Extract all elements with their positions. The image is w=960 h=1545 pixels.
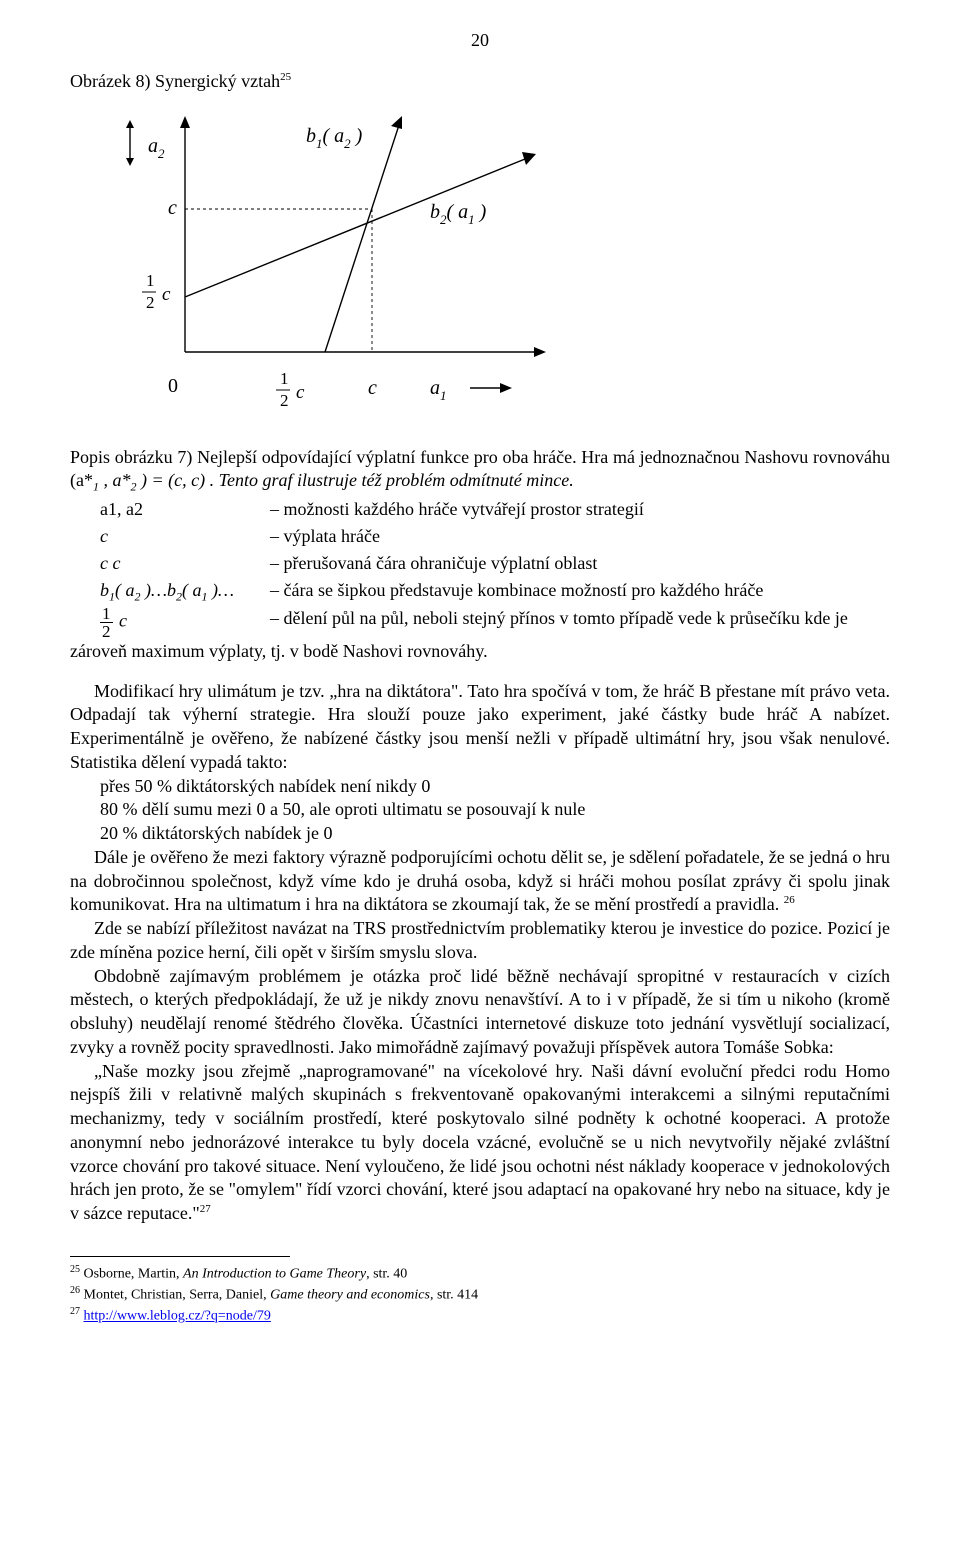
footnote-link[interactable]: http://www.leblog.cz/?q=node/79: [84, 1309, 271, 1324]
figure-caption: Popis obrázku 7) Nejlepší odpovídající v…: [70, 446, 890, 496]
footnote: 26 Montet, Christian, Serra, Daniel, Gam…: [70, 1284, 890, 1305]
legend-row: c – výplata hráče: [70, 523, 890, 550]
axis-label-a1: a1: [430, 377, 447, 403]
footnote: 25 Osborne, Martin, An Introduction to G…: [70, 1263, 890, 1284]
figure-title-sup: 25: [280, 71, 291, 83]
legend-val: – čára se šipkou představuje kombinace m…: [270, 577, 890, 606]
page-number: 20: [70, 30, 890, 51]
ytick-half-c: 1: [146, 271, 155, 290]
legend-row: a1, a2 – možnosti každého hráče vytvářej…: [70, 496, 890, 523]
figure-title: Obrázek 8) Synergický vztah25: [70, 71, 890, 92]
body-paragraph-1: Modifikací hry ulimátum je tzv. „hra na …: [70, 680, 890, 1226]
legend-key: b1( a2 )…b2( a1 )…: [70, 577, 270, 606]
axis-label-a2: a2: [148, 135, 165, 161]
body-paragraph-3: Obdobně zajímavým problémem je otázka pr…: [70, 965, 890, 1060]
figure-title-text: Obrázek 8) Synergický vztah: [70, 71, 280, 91]
legend-row: b1( a2 )…b2( a1 )… – čára se šipkou před…: [70, 577, 890, 606]
ytick-c: c: [168, 197, 177, 219]
list-item: 80 % dělí sumu mezi 0 a 50, ale oproti u…: [70, 798, 890, 822]
legend-key: 12 c: [70, 605, 270, 640]
svg-text:2: 2: [146, 293, 155, 312]
list-item: přes 50 % diktátorských nabídek není nik…: [70, 775, 890, 799]
legend: a1, a2 – možnosti každého hráče vytvářej…: [70, 496, 890, 664]
legend-key: a1, a2: [70, 496, 270, 523]
body-paragraph-2: Zde se nabízí příležitost navázat na TRS…: [70, 917, 890, 965]
legend-val: – výplata hráče: [270, 523, 890, 550]
origin-label: 0: [168, 375, 178, 397]
body-paragraph-4: „Naše mozky jsou zřejmě „naprogramované"…: [70, 1060, 890, 1226]
legend-key: c: [70, 523, 270, 550]
xtick-half-c: c: [296, 382, 305, 403]
footnotes: 25 Osborne, Martin, An Introduction to G…: [70, 1263, 890, 1327]
synergy-chart: a2 c 1 2 c 0: [70, 102, 610, 442]
legend-val: – možnosti každého hráče vytvářejí prost…: [270, 496, 890, 523]
legend-tail: zároveň maximum výplaty, tj. v bodě Nash…: [70, 640, 890, 663]
curve-label-b1: b1( a2 ): [306, 125, 363, 151]
footnote: 27 http://www.leblog.cz/?q=node/79: [70, 1305, 890, 1326]
xtick-c: c: [368, 377, 377, 399]
legend-row: 12 c – dělení půl na půl, neboli stejný …: [70, 605, 890, 640]
svg-text:2: 2: [280, 391, 289, 410]
svg-text:c: c: [162, 284, 171, 305]
curve-label-b2: b2( a1 ): [430, 201, 487, 227]
legend-val: – dělení půl na půl, neboli stejný příno…: [270, 605, 890, 640]
svg-text:1: 1: [280, 369, 289, 388]
legend-val: – přerušovaná čára ohraničuje výplatní o…: [270, 550, 890, 577]
list-item: 20 % diktátorských nabídek je 0: [70, 822, 890, 846]
legend-key: c c: [70, 550, 270, 577]
figure-container: a2 c 1 2 c 0: [70, 102, 890, 442]
legend-row: c c – přerušovaná čára ohraničuje výplat…: [70, 550, 890, 577]
footnote-separator: [70, 1256, 290, 1263]
